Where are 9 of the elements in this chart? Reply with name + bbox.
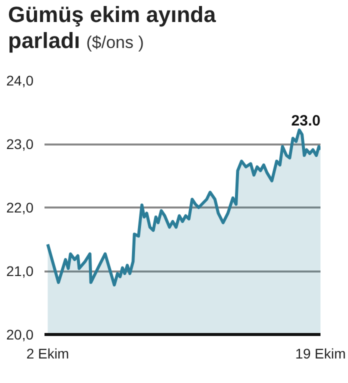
y-tick-label: 24,0	[6, 72, 34, 88]
y-tick-label: 20,0	[6, 326, 34, 342]
x-tick-label: 2 Ekim	[26, 346, 70, 362]
y-tick-label: 22,0	[6, 200, 34, 216]
y-tick-label: 21,0	[6, 263, 34, 279]
y-tick-label: 23,0	[6, 136, 34, 152]
annotation: 23.0	[291, 112, 321, 130]
x-tick-label: 19 Ekim	[295, 346, 346, 362]
chart-subtitle: ($/ons )	[86, 33, 144, 52]
